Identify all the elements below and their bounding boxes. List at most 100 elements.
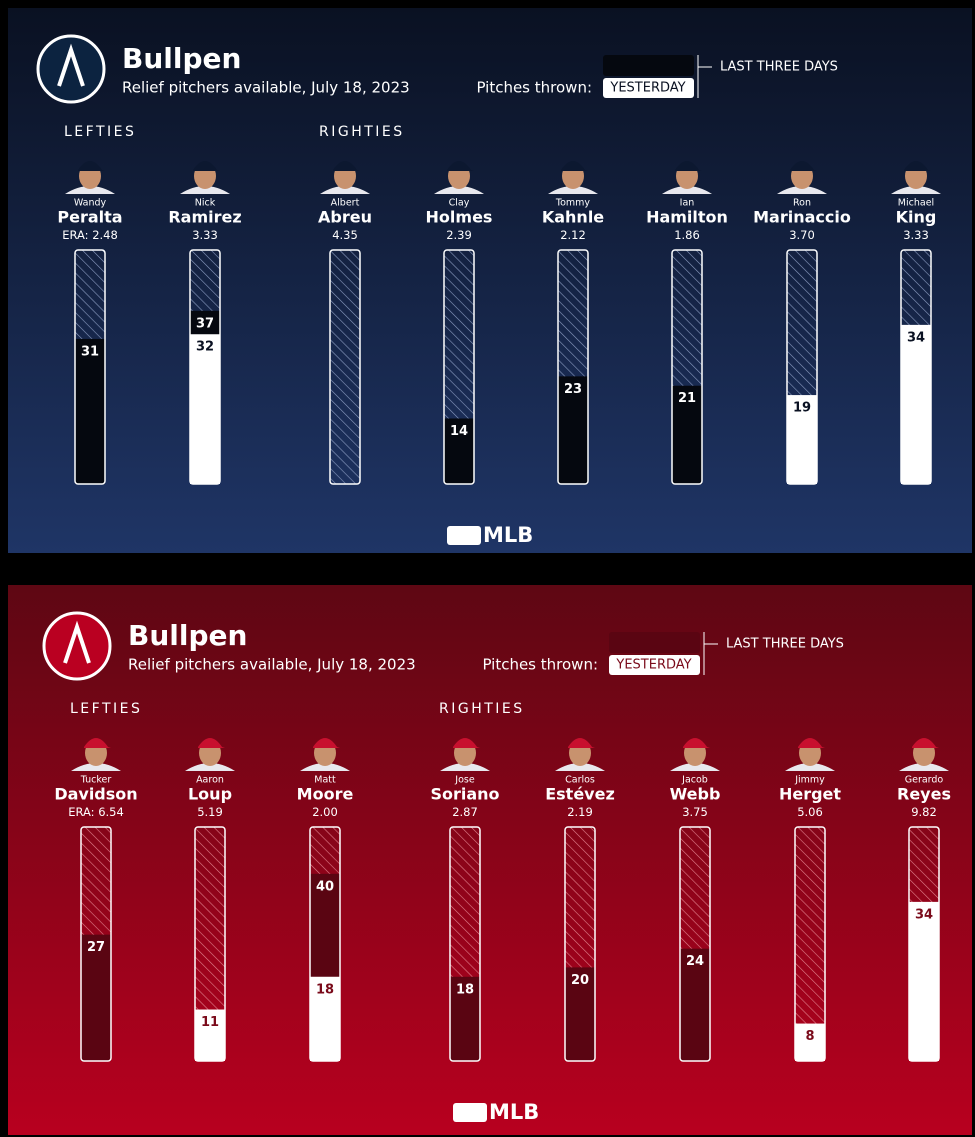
bar-outline xyxy=(309,826,341,1062)
headshot-body xyxy=(185,763,235,771)
group-label: RIGHTIES xyxy=(439,701,525,717)
value-label: 32 xyxy=(196,340,214,355)
era-value: 2.19 xyxy=(567,805,593,819)
panel: Bullpen Relief pitchers available, July 1… xyxy=(8,585,972,1135)
era-value: 5.19 xyxy=(197,805,223,819)
bar-last-three-days xyxy=(450,976,480,1061)
era: 2.87 xyxy=(452,805,478,819)
legend-three-days-swatch xyxy=(603,55,694,76)
bar-outline xyxy=(74,249,106,485)
last-name: Abreu xyxy=(318,208,372,227)
era-prefix: ERA: xyxy=(62,228,88,242)
first-name: Jimmy xyxy=(794,775,825,786)
headshot-cap xyxy=(84,738,111,748)
value-label: 24 xyxy=(686,954,704,969)
bar-yesterday xyxy=(795,1023,825,1061)
subtitle: Relief pitchers available, July 18, 2023 xyxy=(128,656,416,674)
legend-three-days-swatch xyxy=(609,632,700,653)
group-label: LEFTIES xyxy=(70,701,142,717)
era: 2.12 xyxy=(560,228,586,242)
value-label: 23 xyxy=(564,382,582,397)
value-label: 27 xyxy=(87,940,105,955)
headshot-body xyxy=(71,763,121,771)
headshot-body xyxy=(662,186,712,194)
headshot-cap xyxy=(453,738,480,748)
value-label: 19 xyxy=(793,401,811,416)
first-name: Wandy xyxy=(74,198,107,209)
bar-last-three-days xyxy=(558,376,588,484)
bar-frame xyxy=(330,250,360,484)
last-name: Loup xyxy=(188,785,232,804)
mlb-logo-mark xyxy=(453,1103,487,1122)
era-value: 3.75 xyxy=(682,805,708,819)
headshot-body xyxy=(670,763,720,771)
bar-outline xyxy=(449,826,481,1062)
era-value: 1.86 xyxy=(674,228,700,242)
first-name: Matt xyxy=(314,775,336,786)
legend-yesterday-swatch xyxy=(603,78,694,98)
last-name: Herget xyxy=(779,785,841,804)
bar-outline xyxy=(671,249,703,485)
headshot-cap xyxy=(904,161,931,171)
value-label: 8 xyxy=(805,1029,814,1044)
bar-outline xyxy=(557,249,589,485)
era: 3.33 xyxy=(192,228,218,242)
value-label: 21 xyxy=(678,391,696,406)
era-value: 5.06 xyxy=(797,805,823,819)
headshot-cap xyxy=(790,161,817,171)
value-label: 20 xyxy=(571,973,589,988)
legend-bracket xyxy=(697,55,712,98)
last-name: Marinaccio xyxy=(753,208,851,227)
era-value: 3.33 xyxy=(192,228,218,242)
first-name: Jacob xyxy=(681,775,708,786)
legend-three-days: LAST THREE DAYS xyxy=(726,637,844,652)
headshot-cap xyxy=(78,161,105,171)
legend-three-days: LAST THREE DAYS xyxy=(720,60,838,75)
headshot-cap xyxy=(447,161,474,171)
legend-yesterday: YESTERDAY xyxy=(615,658,691,673)
bar-last-three-days xyxy=(444,418,474,484)
headshot-body xyxy=(777,186,827,194)
era-value: 6.54 xyxy=(98,805,124,819)
era: 3.33 xyxy=(903,228,929,242)
first-name: Aaron xyxy=(196,775,224,786)
first-name: Jose xyxy=(454,775,475,786)
first-name: Tommy xyxy=(555,198,591,209)
era: 9.82 xyxy=(911,805,937,819)
bar-yesterday xyxy=(787,395,817,484)
era: 4.35 xyxy=(332,228,358,242)
era: 2.00 xyxy=(312,805,338,819)
title: Bullpen xyxy=(128,619,247,652)
era-value: 3.70 xyxy=(789,228,815,242)
era-value: 9.82 xyxy=(911,805,937,819)
headshot-body xyxy=(891,186,941,194)
bar-outline xyxy=(194,826,226,1062)
bar-last-three-days xyxy=(81,934,111,1061)
era-value: 2.39 xyxy=(446,228,472,242)
bar-last-three-days xyxy=(75,338,105,484)
panel: Bullpen Relief pitchers available, July 1… xyxy=(8,8,972,553)
headshot-body xyxy=(434,186,484,194)
bar-outline xyxy=(564,826,596,1062)
value-label: 18 xyxy=(456,982,474,997)
bar-outline xyxy=(908,826,940,1062)
era: 2.19 xyxy=(567,805,593,819)
team-logo xyxy=(36,34,106,104)
first-name: Clay xyxy=(449,198,470,209)
bar-last-three-days xyxy=(565,967,595,1061)
legend-title: Pitches thrown: xyxy=(482,656,598,674)
headshot-cap xyxy=(193,161,220,171)
headshot-body xyxy=(785,763,835,771)
era: 3.70 xyxy=(789,228,815,242)
last-name: Davidson xyxy=(54,785,137,804)
era: ERA: 2.48 xyxy=(62,228,118,242)
first-name: Gerardo xyxy=(905,775,944,786)
group-label: RIGHTIES xyxy=(319,124,405,140)
bar-yesterday xyxy=(901,324,931,484)
era: 5.06 xyxy=(797,805,823,819)
last-name: Peralta xyxy=(57,208,122,227)
first-name: Albert xyxy=(331,198,360,209)
footer: MLB xyxy=(483,523,533,547)
headshot-cap xyxy=(561,161,588,171)
